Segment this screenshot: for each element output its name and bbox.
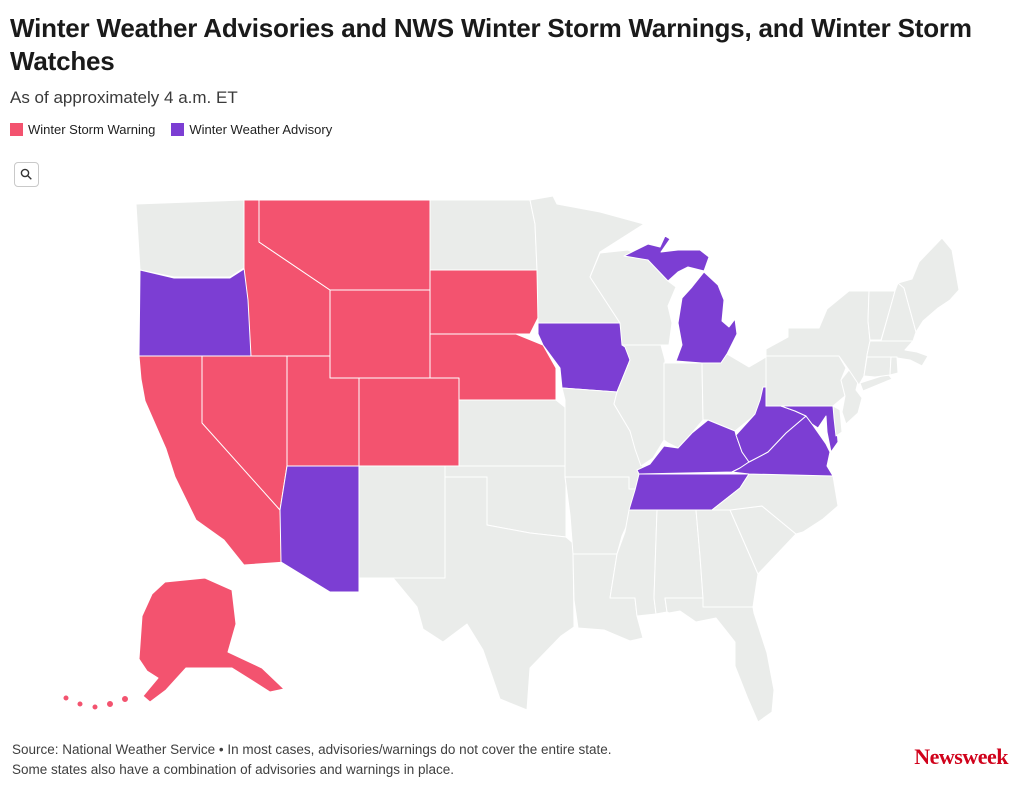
us-map-svg <box>62 195 960 723</box>
us-states-group <box>62 195 960 723</box>
state-sd[interactable] <box>429 269 542 335</box>
state-co[interactable] <box>358 377 460 467</box>
state-ak-aleutian-island[interactable] <box>121 695 129 703</box>
state-wy[interactable] <box>329 289 431 379</box>
source-note-line2: Some states also have a combination of a… <box>12 762 454 778</box>
state-ak[interactable] <box>138 577 285 703</box>
state-az[interactable] <box>279 465 360 593</box>
state-pa[interactable] <box>765 348 847 407</box>
source-note-line1: Source: National Weather Service • In mo… <box>12 742 612 757</box>
newsweek-logo: Newsweek <box>914 744 1008 769</box>
source-notes: Source: National Weather Service • In mo… <box>12 740 612 781</box>
legend-swatch-warning <box>10 122 23 136</box>
state-il[interactable] <box>613 344 666 467</box>
state-ak-aleutian-island[interactable] <box>76 700 84 708</box>
state-nj[interactable] <box>840 369 863 425</box>
legend-item-warning: Winter Storm Warning <box>10 122 155 137</box>
state-tx[interactable] <box>392 476 575 711</box>
chart-header: Winter Weather Advisories and NWS Winter… <box>10 12 1010 137</box>
state-mi-upper[interactable] <box>623 235 710 282</box>
state-de[interactable] <box>832 405 843 437</box>
search-button[interactable] <box>14 162 39 187</box>
state-ak-aleutian-island[interactable] <box>91 703 99 711</box>
state-nm[interactable] <box>358 465 446 579</box>
search-icon <box>20 168 32 180</box>
state-ks[interactable] <box>458 399 567 467</box>
state-ri[interactable] <box>889 356 899 376</box>
state-nd[interactable] <box>429 199 538 271</box>
state-mi-lower[interactable] <box>675 271 738 364</box>
state-nc[interactable] <box>711 473 839 535</box>
legend-item-advisory: Winter Weather Advisory <box>171 122 332 137</box>
legend-label-advisory: Winter Weather Advisory <box>189 121 333 137</box>
state-fl[interactable] <box>664 597 775 723</box>
legend-swatch-advisory <box>171 122 185 136</box>
state-me[interactable] <box>897 237 960 333</box>
state-ct[interactable] <box>863 356 892 378</box>
state-wa[interactable] <box>135 199 245 278</box>
state-or[interactable] <box>138 268 252 357</box>
state-ak-aleutian-island[interactable] <box>62 694 70 702</box>
legend: Winter Storm Warning Winter Weather Advi… <box>10 122 1010 137</box>
state-ak-aleutian-island[interactable] <box>106 700 114 708</box>
chart-title: Winter Weather Advisories and NWS Winter… <box>10 13 972 76</box>
legend-label-warning: Winter Storm Warning <box>28 121 156 137</box>
state-in[interactable] <box>663 362 704 449</box>
chart-subtitle: As of approximately 4 a.m. ET <box>10 87 238 107</box>
